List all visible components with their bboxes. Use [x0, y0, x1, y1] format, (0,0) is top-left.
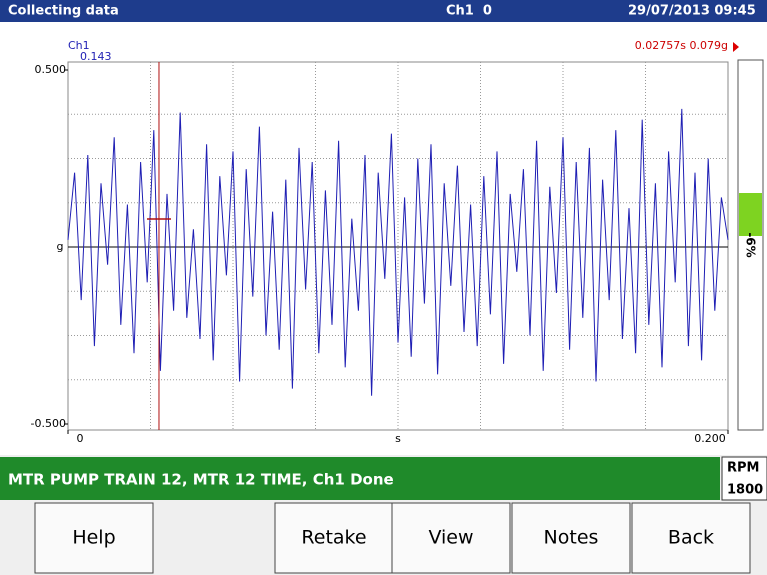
x-axis-label: s — [395, 432, 401, 445]
channel: Ch1 0 — [446, 4, 492, 19]
datetime: 29/07/2013 09:45 — [628, 4, 756, 19]
chart-panel — [0, 22, 767, 455]
button[interactable]: View — [391, 502, 511, 574]
button[interactable]: Help — [34, 502, 154, 574]
marker — [733, 42, 739, 52]
button-face — [34, 502, 154, 574]
status-text: MTR PUMP TRAIN 12, MTR 12 TIME, Ch1 Done — [8, 471, 394, 489]
y-tick-label: 0.500 — [35, 63, 67, 76]
rpm-value: 1800 — [727, 483, 763, 498]
button[interactable]: Notes — [511, 502, 631, 574]
x-tick-label: 0 — [77, 432, 84, 445]
status-bar — [0, 457, 720, 500]
channel-label: Ch1 — [68, 39, 90, 52]
button[interactable]: Retake — [274, 502, 394, 574]
gauge-label: -6% — [744, 232, 758, 257]
gauge-bar — [739, 193, 762, 236]
rpm-box — [721, 456, 767, 501]
gauge-box — [737, 59, 764, 431]
button-face — [631, 502, 751, 574]
button-face — [511, 502, 631, 574]
overall-label: 0.143 — [80, 50, 112, 63]
button[interactable]: Back — [631, 502, 751, 574]
button-label: Retake — [301, 527, 366, 549]
title: Collecting data — [8, 4, 119, 19]
rpm-label: RPM — [727, 461, 759, 476]
y-tick-label: -0.500 — [31, 417, 66, 430]
cursor-label: 0.02757s 0.079g — [635, 39, 728, 52]
button-label: Back — [668, 527, 714, 549]
y-axis-label: g — [57, 240, 64, 253]
button-label: Notes — [544, 527, 599, 549]
button-face — [274, 502, 394, 574]
button-label: Help — [72, 527, 115, 549]
button-face — [391, 502, 511, 574]
waveform — [67, 108, 729, 396]
title-bar — [0, 0, 767, 22]
x-tick-label: 0.200 — [694, 432, 726, 445]
button-label: View — [428, 527, 473, 549]
